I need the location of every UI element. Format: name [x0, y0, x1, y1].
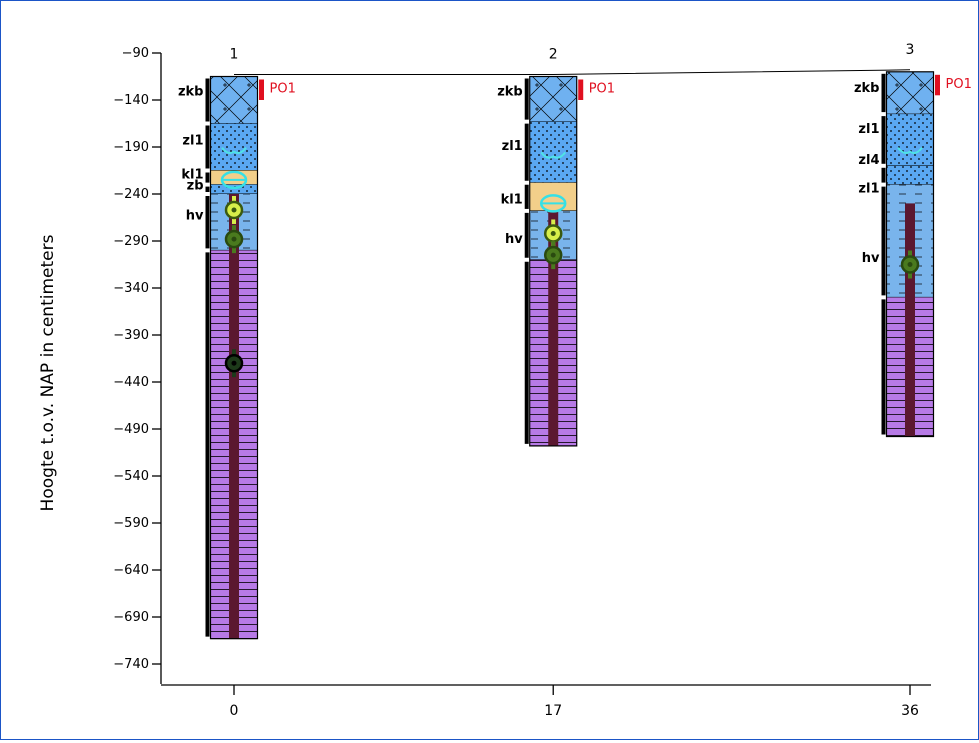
layer-label: zl1 — [182, 133, 203, 148]
plant-symbol-core — [550, 252, 556, 258]
layer-pattern — [886, 165, 934, 185]
column-outline — [885, 71, 935, 438]
y-tick-label: −390 — [113, 328, 149, 343]
y-tick-label: −190 — [113, 140, 149, 155]
core-stripe — [905, 203, 915, 437]
y-tick-label: −290 — [113, 234, 149, 249]
borehole-2: 2 zkb zl1 kl1 hv PO1 — [497, 47, 615, 447]
x-tick-label: 36 — [901, 703, 919, 719]
x-tick-label: 0 — [230, 703, 239, 719]
core-stripe — [229, 194, 239, 639]
plant-symbol-core — [231, 207, 237, 213]
layer-pattern — [210, 76, 258, 124]
y-tick-label: −590 — [113, 516, 149, 531]
layer-label: hv — [186, 209, 204, 224]
sample-label: PO1 — [270, 82, 296, 97]
core-stripe — [548, 210, 559, 446]
layer-label: zl1 — [858, 122, 879, 137]
layer-pattern — [529, 76, 577, 122]
borehole-id: 1 — [230, 47, 239, 63]
y-axis-label: Hoogte t.o.v. NAP in centimeters — [38, 234, 58, 511]
y-tick-label: −490 — [113, 422, 149, 437]
plant-symbol-core — [231, 236, 237, 242]
borehole-id: 2 — [549, 47, 558, 63]
plant-symbol-core — [231, 360, 237, 366]
layer-pattern — [210, 123, 258, 171]
layer-label: zl1 — [502, 139, 523, 154]
layer-label: kl1 — [181, 167, 203, 182]
shell-symbol — [221, 147, 247, 155]
y-tick-label: −640 — [113, 563, 149, 578]
y-tick-label: −240 — [113, 187, 149, 202]
layer-label: kl1 — [501, 193, 523, 208]
layer-label: hv — [862, 251, 880, 266]
sample-label: PO1 — [946, 77, 972, 92]
layer-label: zkb — [497, 85, 523, 100]
y-tick-label: −690 — [113, 610, 149, 625]
y-tick-label: −440 — [113, 375, 149, 390]
y-tick-label: −540 — [113, 469, 149, 484]
shell-symbol — [540, 151, 567, 159]
column-outline — [209, 75, 259, 640]
layer-fill — [529, 182, 577, 211]
shell-symbol — [897, 147, 923, 155]
borehole-id: 3 — [906, 42, 915, 58]
y-tick-label: −90 — [122, 46, 149, 61]
plant-symbol-core — [550, 230, 556, 236]
borehole-3: 3 zkb zl1 zl4 zl1 hv PO1 — [854, 42, 972, 438]
layer-label: zb — [187, 179, 204, 194]
x-tick-label: 17 — [544, 703, 562, 719]
layer-pattern — [886, 114, 934, 166]
y-tick-label: −140 — [113, 93, 149, 108]
layer-pattern — [529, 121, 577, 183]
y-tick-label: −340 — [113, 281, 149, 296]
surface-line — [234, 69, 911, 75]
sample-label: PO1 — [589, 82, 615, 97]
layer-label: zl4 — [858, 153, 879, 168]
layer-label: hv — [505, 232, 523, 247]
layer-label: zl1 — [858, 181, 879, 196]
layer-pattern — [886, 71, 934, 115]
plant-symbol-core — [907, 262, 913, 267]
column-outline — [529, 75, 578, 447]
layer-pattern — [210, 184, 258, 194]
layer-label: zkb — [854, 81, 880, 96]
layer-label: zkb — [178, 85, 204, 100]
y-tick-label: −740 — [113, 657, 149, 672]
